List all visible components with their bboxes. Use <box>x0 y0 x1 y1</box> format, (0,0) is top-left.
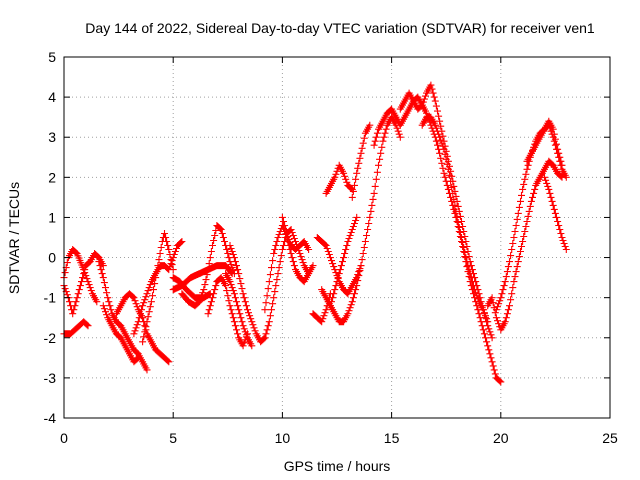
data-point-markers <box>541 173 570 253</box>
series-track-12 <box>204 274 251 350</box>
data-point-markers <box>348 121 374 201</box>
data-point-markers <box>313 234 365 298</box>
series-track-5 <box>99 302 142 366</box>
data-point-markers <box>204 274 251 350</box>
y-tick-label: 1 <box>48 209 56 225</box>
plot-frame <box>63 56 611 419</box>
data-point-markers <box>322 161 356 197</box>
x-tick-label: 20 <box>493 430 509 446</box>
data-point-markers <box>261 222 317 314</box>
series-track-18 <box>313 234 365 298</box>
y-axis-label: SDTVAR / TECUs <box>6 182 22 294</box>
series-track-16 <box>278 213 313 253</box>
data-point-markers <box>370 93 505 386</box>
x-axis-label: GPS time / hours <box>284 458 391 474</box>
x-tick-label: 10 <box>275 430 291 446</box>
series-track-29 <box>541 173 570 253</box>
x-tick-label: 5 <box>169 430 177 446</box>
x-tick-label: 15 <box>384 430 400 446</box>
y-tick-label: -1 <box>44 290 57 306</box>
series-track-10 <box>169 274 214 302</box>
data-point-markers <box>99 302 142 366</box>
chart-title: Day 144 of 2022, Sidereal Day-to-day VTE… <box>85 20 595 36</box>
data-marks <box>60 81 570 386</box>
series-track-26 <box>484 157 566 334</box>
data-point-markers <box>418 113 492 326</box>
series-track-28 <box>523 117 566 169</box>
x-tick-label: 25 <box>602 430 618 446</box>
y-tick-label: -2 <box>44 330 57 346</box>
data-point-markers <box>278 213 313 253</box>
axis-ticks: 0 5 10 15 20 25 -4 -3 -2 -1 0 1 2 3 4 5 <box>44 49 618 446</box>
series-track-22 <box>348 121 374 201</box>
y-tick-label: -3 <box>44 370 57 386</box>
data-point-markers <box>178 222 238 310</box>
x-tick-label: 0 <box>60 430 68 446</box>
y-tick-label: 4 <box>48 89 56 105</box>
series-track-14 <box>226 226 313 346</box>
data-point-markers <box>222 270 256 350</box>
y-tick-label: 2 <box>48 169 56 185</box>
data-point-markers <box>226 226 313 346</box>
data-point-markers <box>139 230 177 346</box>
data-point-markers <box>326 213 361 310</box>
series-track-4 <box>95 258 151 374</box>
data-point-markers <box>95 258 151 374</box>
y-tick-label: -4 <box>44 410 57 426</box>
series-track-11 <box>178 222 238 310</box>
y-tick-label: 5 <box>48 49 56 65</box>
series-track-2 <box>60 318 92 338</box>
series-track-15 <box>261 222 317 314</box>
data-point-markers <box>60 318 92 338</box>
y-tick-label: 3 <box>48 129 56 145</box>
series-track-20 <box>326 213 361 310</box>
series-track-8 <box>139 230 177 346</box>
series-track-25 <box>418 113 492 326</box>
data-point-markers <box>484 157 566 334</box>
data-point-markers <box>523 117 566 169</box>
y-tick-label: 0 <box>48 250 56 266</box>
series-track-9 <box>169 262 236 294</box>
series-track-23 <box>370 93 505 386</box>
series-track-21 <box>322 161 356 197</box>
data-point-markers <box>169 262 236 294</box>
series-track-13 <box>222 270 256 350</box>
data-point-markers <box>169 274 214 302</box>
